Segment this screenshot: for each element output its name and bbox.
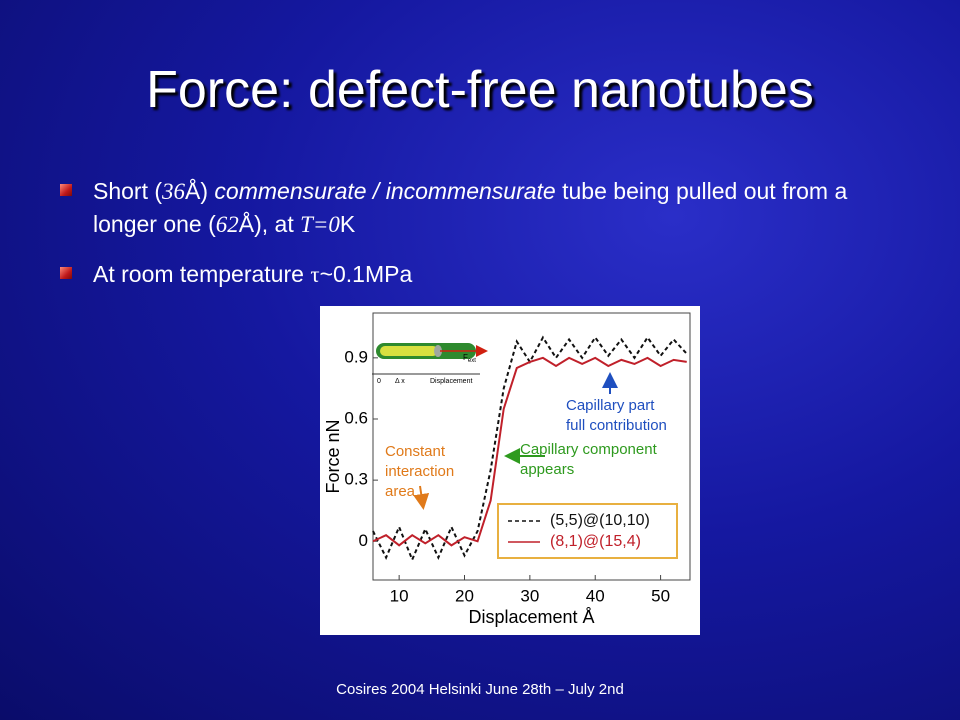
inset-label: Δ x	[395, 378, 405, 385]
text: commensurate / incommensurate	[214, 178, 556, 204]
footer: Cosires 2004 Helsinki June 28th – July 2…	[336, 681, 624, 698]
annotation: interaction	[385, 463, 454, 480]
y-axis-label: Force nN	[323, 419, 343, 493]
text: At room temperature	[93, 261, 311, 287]
x-tick-label: 50	[651, 586, 670, 605]
text: τ	[310, 262, 320, 287]
legend-label: (8,1)@(15,4)	[550, 533, 641, 550]
inset-label: 0	[377, 378, 381, 385]
legend	[497, 503, 678, 559]
annotation: area	[385, 483, 416, 500]
annotation: Capillary component	[520, 441, 658, 458]
bullet: Short (36Å) commensurate / incommensurat…	[60, 175, 913, 241]
x-tick-label: 40	[586, 586, 605, 605]
legend-label: (5,5)@(10,10)	[550, 512, 650, 529]
y-tick-label: 0	[359, 531, 368, 550]
annotation-arrows	[413, 372, 618, 510]
y-tick-label: 0.3	[344, 470, 368, 489]
annotation: Constant	[385, 443, 446, 460]
x-tick-label: 20	[455, 586, 474, 605]
text: tube being pulled out from a longer one …	[93, 178, 848, 237]
y-tick-label: 0.6	[344, 408, 368, 427]
text: T=0	[300, 212, 340, 237]
y-tick-label: 0.9	[344, 347, 368, 366]
annotation: Capillary part	[566, 397, 655, 414]
text: Å), at	[238, 211, 301, 237]
text: Short (	[93, 178, 163, 204]
annotation: full contribution	[566, 417, 667, 434]
series-line	[372, 356, 687, 547]
inset: Fext	[372, 343, 488, 375]
slide-title: Force: defect-free nanotubes	[146, 61, 814, 119]
chart: Fext 10 20 30 40 50 0 0.3 0.6 0.9 Displacement Å F…	[320, 306, 700, 635]
inset-label: Fext	[463, 353, 476, 363]
bullet: At room temperature τ~0.1MPa	[60, 258, 913, 291]
text: ~0.1MPa	[319, 261, 413, 287]
plot-frame	[372, 312, 691, 581]
x-tick-label: 30	[520, 586, 539, 605]
annotation: appears	[520, 461, 574, 478]
inset-label: Displacement	[430, 378, 472, 385]
text: 36	[162, 179, 186, 204]
text: Å)	[185, 178, 215, 204]
tube-end	[434, 345, 442, 357]
inner-tube	[380, 346, 438, 356]
bullet-marker	[60, 267, 72, 279]
x-tick-label: 10	[390, 586, 409, 605]
text: 62	[215, 212, 239, 237]
bullet-marker	[60, 184, 72, 196]
text: K	[339, 211, 356, 237]
x-axis-label: Displacement Å	[468, 607, 594, 627]
